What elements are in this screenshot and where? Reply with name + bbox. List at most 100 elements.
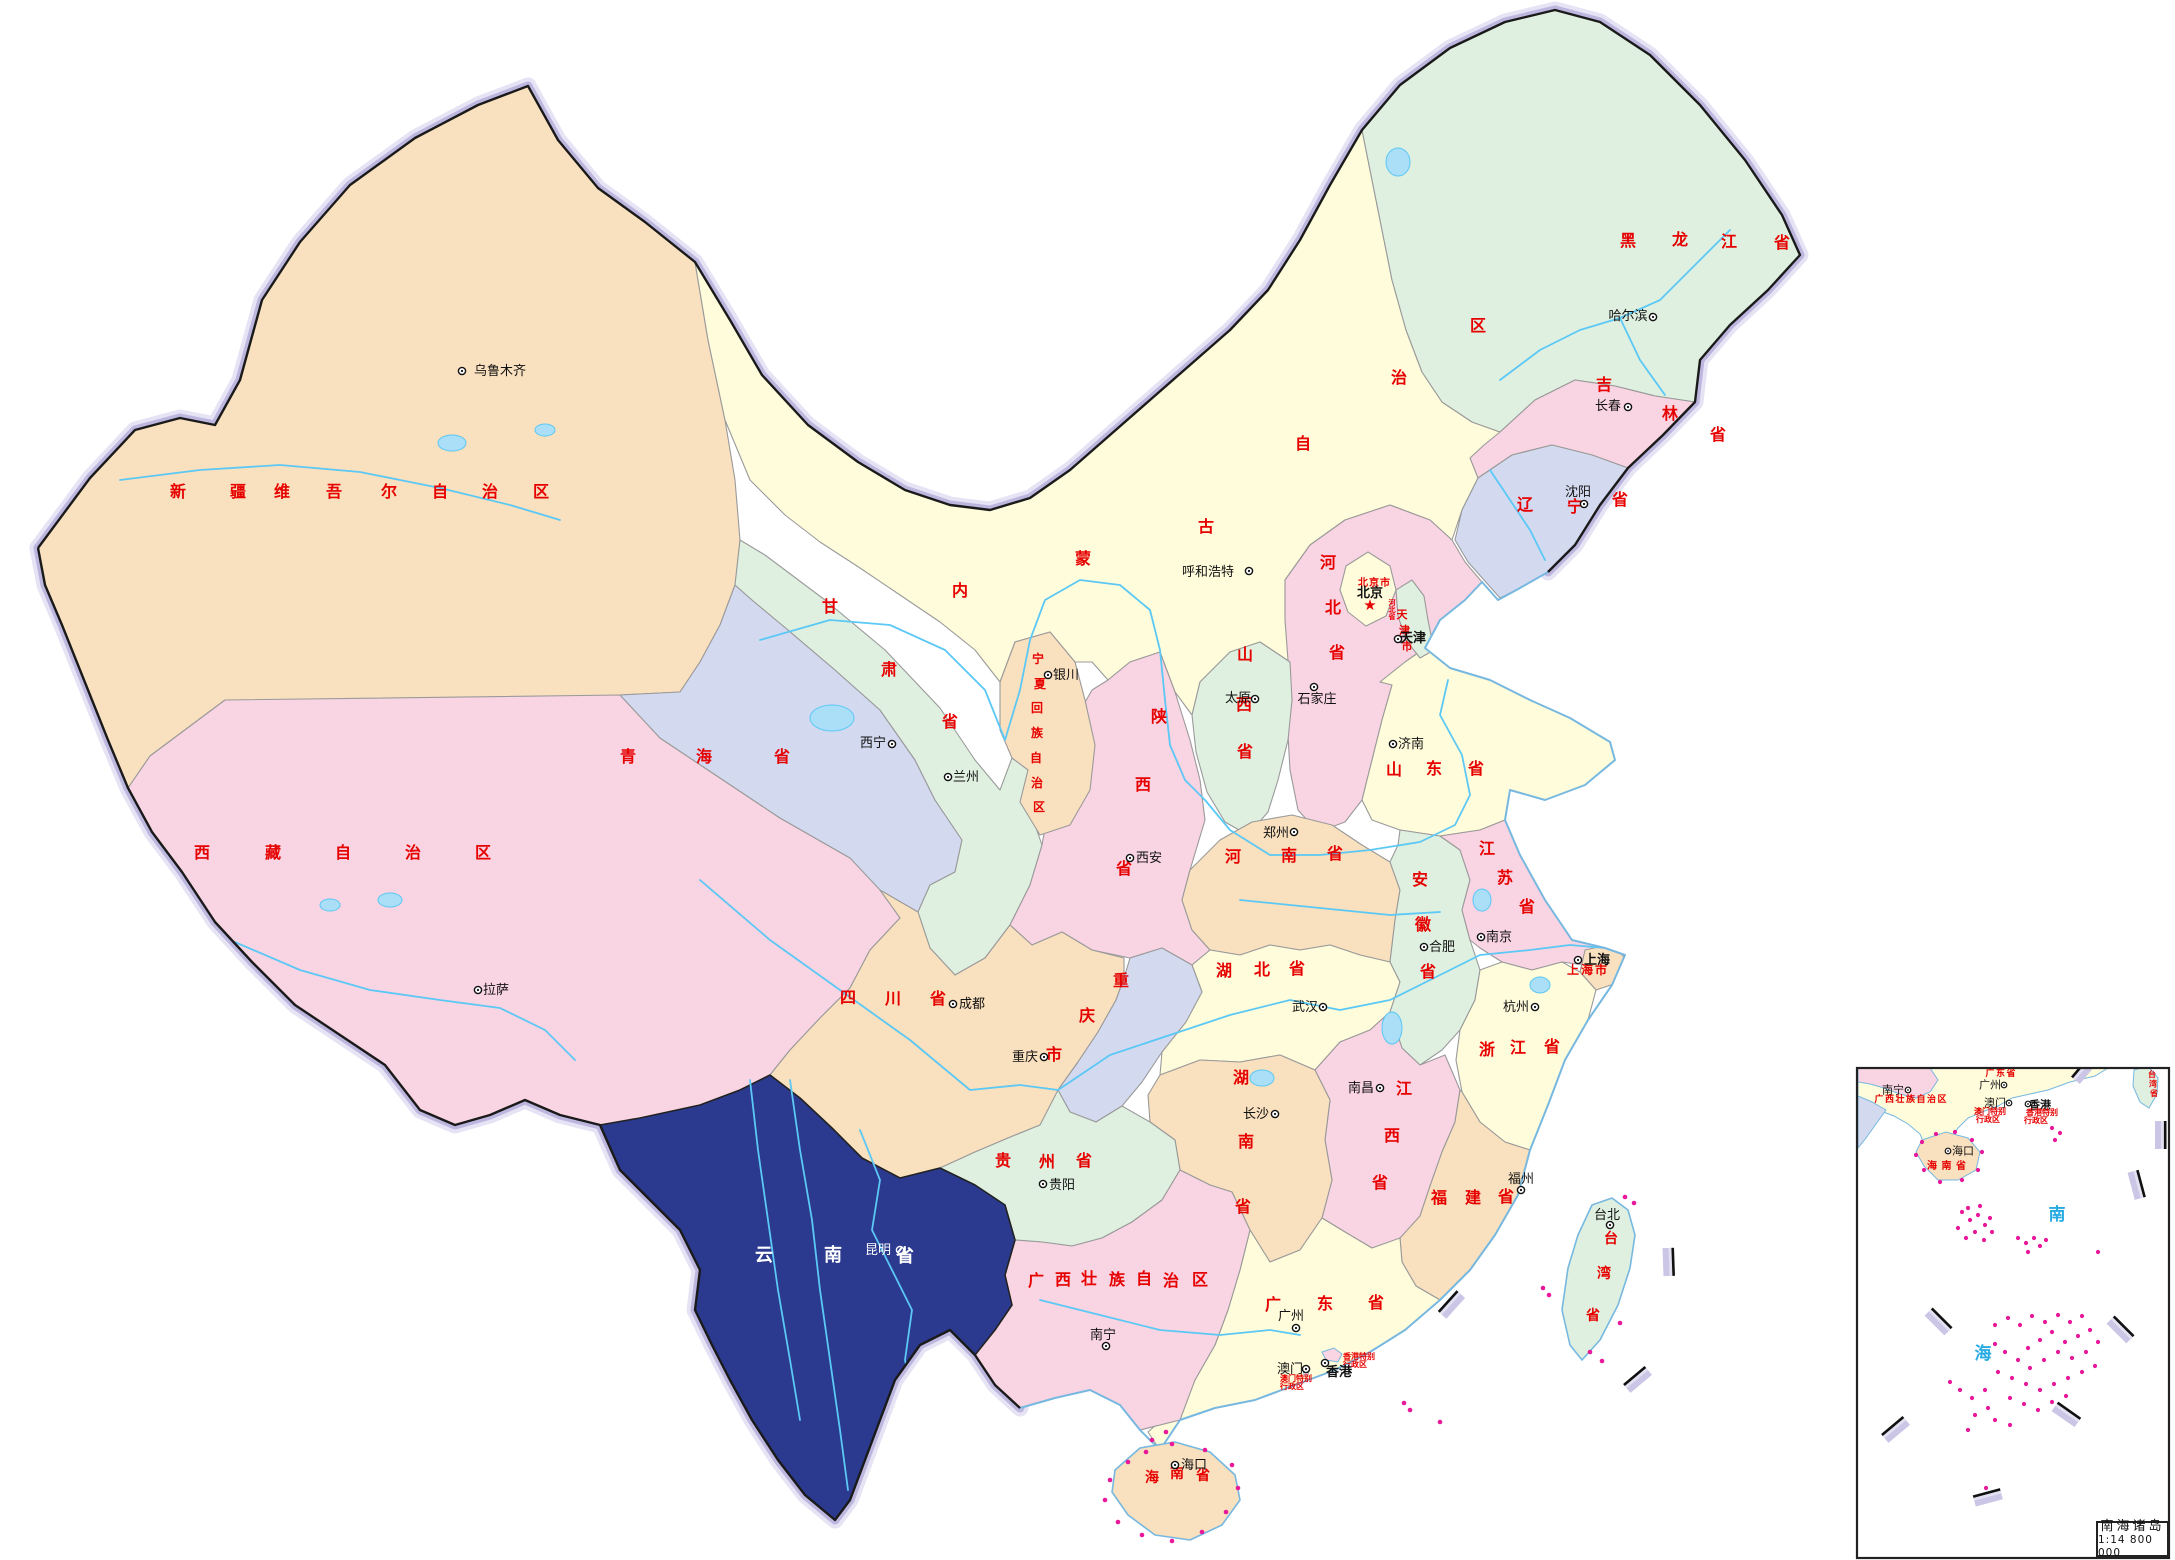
- province-taiwan[interactable]: [1561, 1197, 1636, 1361]
- inset-label: 港: [2034, 1107, 2043, 1117]
- label-tibet: 自: [335, 843, 351, 862]
- inset-islet-dot: [2043, 1237, 2049, 1243]
- inset-islet-dot: [2015, 1235, 2021, 1241]
- inset-islet-dot: [1982, 1387, 1988, 1393]
- inset-label: 区: [2040, 1116, 2048, 1125]
- province-henan[interactable]: [1181, 814, 1401, 963]
- label-jiangsu: 江: [1479, 839, 1495, 858]
- label-heilongjiang: 江: [1721, 232, 1737, 251]
- inset-label: 区: [1992, 1115, 2000, 1124]
- label-guangxi: 族: [1109, 1270, 1126, 1289]
- inset-islet-dot: [2079, 1313, 2085, 1319]
- label-hubei: 湖: [1216, 961, 1232, 980]
- inset-islet-dot: [2079, 1369, 2085, 1375]
- inset-label: 门: [1982, 1106, 1990, 1116]
- city-name: 天津: [1400, 630, 1426, 646]
- inset-islet-dot: [1933, 1131, 1939, 1137]
- inset-islet-dot: [2067, 1319, 2073, 1325]
- label-heilongjiang: 黑: [1620, 231, 1636, 250]
- inset-islet-dot: [1921, 1167, 1927, 1173]
- lake: [319, 898, 341, 912]
- city-name: 南京: [1486, 929, 1512, 945]
- inset-label: 广: [1985, 1067, 1994, 1079]
- label-anhui: 省: [1419, 962, 1436, 981]
- province-xinjiang[interactable]: [38, 85, 741, 789]
- province-labels: 新疆维吾尔自治区西藏自治区内蒙古自治区青海省甘肃省黑龙江省吉林省辽宁省河北省山西…: [170, 230, 1790, 1486]
- region-hongkong[interactable]: [1321, 1347, 1343, 1363]
- province-hainan[interactable]: [1111, 1441, 1241, 1541]
- city-name: 西宁: [860, 735, 886, 751]
- inset-frame: [1855, 1066, 2171, 1560]
- city-name: 南昌: [1348, 1080, 1374, 1096]
- province-beijing[interactable]: [1339, 551, 1397, 627]
- small-label: 港: [1351, 1351, 1360, 1361]
- city-name: 广州: [1278, 1309, 1304, 1324]
- city-marker-dot: [946, 775, 950, 779]
- inset-islet-dot: [2005, 1315, 2011, 1321]
- city-marker-dot: [1294, 1326, 1298, 1330]
- small-label: 京: [1369, 576, 1379, 589]
- river: [859, 1129, 916, 1411]
- province-shanxi[interactable]: [1191, 641, 1293, 836]
- city-marker-dot: [1608, 1223, 1612, 1227]
- label-hunan: 湖: [1233, 1068, 1249, 1087]
- small-label: 别: [1366, 1352, 1375, 1361]
- label-inner-mongolia: 自: [1295, 434, 1311, 453]
- coastline: [1019, 571, 1626, 1451]
- river: [229, 939, 576, 1061]
- label-guangxi: 自: [1136, 1269, 1152, 1288]
- city-name: 台北: [1594, 1208, 1620, 1223]
- label-qinghai: 省: [773, 747, 790, 766]
- inset-islet-dot: [2035, 1407, 2041, 1413]
- inset-city-name: 澳门: [1984, 1096, 2006, 1110]
- label-shaanxi: 陕: [1151, 707, 1167, 726]
- inset-label: 政: [2032, 1115, 2040, 1125]
- inset-islet-dot: [1937, 1179, 1943, 1185]
- label-anhui: 徽: [1414, 915, 1432, 934]
- inset-land: [1915, 1131, 1981, 1181]
- nine-dash-bar: [1972, 1488, 2003, 1507]
- small-label: 别: [1303, 1374, 1312, 1383]
- city-marker-dot: [1626, 405, 1630, 409]
- inset-city-name: 香港: [2028, 1098, 2052, 1112]
- province-heilongjiang[interactable]: [1361, 10, 1800, 433]
- city-name: 长沙: [1243, 1107, 1269, 1122]
- inset-islet-dot: [1955, 1225, 1961, 1231]
- inset-islet-dot: [1985, 1405, 1991, 1411]
- label-jilin: 省: [1709, 425, 1726, 444]
- label-inner-mongolia: 蒙: [1075, 549, 1091, 568]
- city-marker-dot: [951, 1002, 955, 1006]
- label-gansu: 甘: [822, 597, 838, 616]
- label-guangdong: 省: [1367, 1293, 1384, 1312]
- city-marker-dot: [1046, 673, 1050, 677]
- inset-land: [1857, 1068, 1939, 1099]
- inset-islet-dot: [2083, 1349, 2089, 1355]
- inset-label: 东: [1996, 1067, 2005, 1079]
- inset-islet-dot: [1979, 1149, 1985, 1155]
- label-ningxia: 宁: [1032, 651, 1044, 666]
- nine-dash-bar: [2106, 1315, 2135, 1344]
- lake: [1472, 888, 1492, 912]
- label-hainan: 南: [1170, 1465, 1184, 1482]
- label-jiangxi: 江: [1396, 1079, 1412, 1098]
- inset-islet-dot: [1975, 1167, 1981, 1173]
- inset-label: 澳: [1974, 1106, 1983, 1116]
- islet-dot: [1115, 1519, 1121, 1525]
- city-marker-dot: [1312, 685, 1316, 689]
- label-henan: 省: [1326, 844, 1343, 863]
- label-fujian: 省: [1497, 1187, 1514, 1206]
- inset-islet-dot: [2052, 1137, 2058, 1143]
- label-xinjiang: 维: [274, 482, 290, 501]
- inset-islet-dot: [1995, 1369, 2001, 1375]
- lake: [1249, 1069, 1275, 1087]
- small-label: 行: [1342, 1359, 1351, 1369]
- label-guangxi: 区: [1192, 1270, 1208, 1289]
- inset-title: 南海诸岛: [2100, 1518, 2165, 1534]
- inset-islet-dot: [2069, 1355, 2075, 1361]
- nine-dash-bar: [1662, 1247, 1675, 1277]
- city-marker-dot: [1304, 1367, 1308, 1371]
- inset-label: 族: [1906, 1093, 1916, 1105]
- label-hainan: 海: [1145, 1469, 1159, 1486]
- label-ningxia: 族: [1031, 725, 1044, 740]
